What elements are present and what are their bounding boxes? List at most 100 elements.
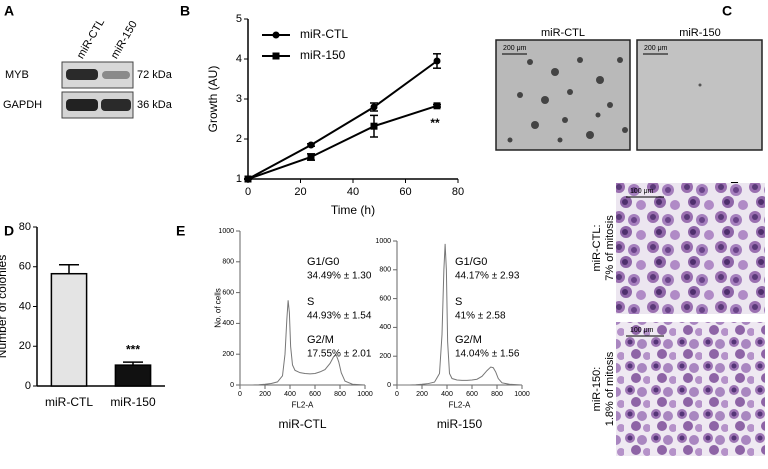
phase-annotation: 17.55% ± 2.01 [307,349,372,360]
scale-label: 100 μm [630,327,654,334]
y-tick-label: 600 [379,295,391,302]
phase-annotation: 14.04% ± 1.56 [455,349,520,360]
series-line [247,60,438,180]
y-tick-label: 1 [236,173,242,185]
y-tick-label: 4 [236,53,242,65]
y-tick-label: 600 [222,289,234,296]
band [101,99,131,111]
annotation: *** [126,342,140,356]
image-label: miR-150 [679,27,721,39]
panel-letter: C [722,3,732,19]
phase-annotation: S [307,296,314,308]
phase-annotation: 41% ± 2.58 [455,311,506,322]
chart-caption: miR-150 [437,417,483,431]
y-tick-label: 60 [19,261,31,273]
phase-annotation: S [455,296,462,308]
y-tick-label: 1000 [218,228,234,235]
legend-label: miR-150 [300,48,346,62]
y-tick-label: 400 [379,324,391,331]
x-tick-label: 400 [441,391,453,398]
y-tick-label: 400 [222,320,234,327]
point [244,175,252,183]
phase-annotation: G2/M [455,334,482,346]
bar [50,272,88,387]
chart-caption: miR-CTL [279,417,327,431]
point [307,153,315,161]
x-axis-label: FL2-A [449,400,471,409]
phase-annotation: G2/M [307,334,334,346]
x-tick-label: 0 [395,391,399,398]
legend-marker [272,31,280,39]
colony-image [495,39,631,151]
y-tick-label: 20 [19,340,31,352]
x-tick-label: 200 [259,391,271,398]
x-tick-label: 200 [416,391,428,398]
panel-f: F 100 μm 100 μm miR-CTL: 7% of mitosis m… [591,179,765,456]
x-tick-label: 400 [284,391,296,398]
cell-image [616,322,765,456]
legend-marker [272,52,280,60]
lane-label: miR-CTL [75,17,107,61]
y-tick-label: 800 [379,267,391,274]
annotation: ** [430,116,440,130]
x-tick-label: 800 [491,391,503,398]
point [433,57,441,65]
y-tick-label: 0 [25,380,31,392]
point [433,102,441,110]
x-axis-label: FL2-A [292,400,314,409]
y-tick-label: 1000 [375,238,391,245]
panel-letter: E [176,223,185,239]
protein-label: GAPDH [3,99,42,111]
y-tick-label: 800 [222,259,234,266]
phase-annotation: 44.17% ± 2.93 [455,271,520,282]
x-tick-label: 1000 [357,391,373,398]
phase-annotation: G1/G0 [307,256,339,268]
phase-annotation: 44.93% ± 1.54 [307,311,372,322]
y-tick-label: 3 [236,93,242,105]
y-tick-label: 0 [387,382,391,389]
x-tick-label: 600 [466,391,478,398]
x-tick-label: 80 [452,186,464,198]
x-tick-label: 60 [399,186,411,198]
phase-annotation: G1/G0 [455,256,487,268]
image-label: miR-CTL: [591,224,603,271]
point [307,141,315,149]
legend-label: miR-CTL [300,27,348,41]
lane-label: miR-150 [109,19,140,61]
panel-letter: A [4,3,14,19]
band [66,99,98,111]
y-tick-label: 2 [236,133,242,145]
scale-label: 100 μm [630,188,654,195]
scale-label: 200 μm [503,45,527,52]
size-label: 72 kDa [137,69,173,81]
y-tick-label: 80 [19,221,31,233]
y-axis-label: Growth (AU) [206,66,220,133]
x-tick-label: 800 [334,391,346,398]
colony-image [636,39,763,151]
image-label: miR-150: [591,367,603,412]
x-tick-label: 1000 [514,391,530,398]
histogram-curve [397,243,523,386]
x-tick-label: 0 [245,186,251,198]
panel-letter: D [4,223,14,239]
y-axis-label: No. of cells [213,288,222,328]
panel-letter: B [180,3,190,19]
point [370,122,378,130]
size-label: 36 kDa [137,99,173,111]
y-axis-label: Number of colonies [0,255,9,358]
bar [114,364,152,387]
y-tick-label: 200 [222,351,234,358]
histogram-curve [240,300,366,386]
cell-image [616,183,765,314]
panel-a: A miR-CTL miR-150 MYB 72 kDa GAPDH 36 kD… [3,3,173,119]
panel-c: C miR-CTL miR-150 200 μm 200 μm [495,3,763,151]
series-line [247,104,438,180]
protein-label: MYB [5,69,29,81]
x-tick-label: miR-CTL [45,395,93,409]
x-tick-label: 20 [294,186,306,198]
x-tick-label: miR-150 [110,395,156,409]
scale-label: 200 μm [644,45,668,52]
x-axis-label: Time (h) [331,203,375,217]
phase-annotation: 34.49% ± 1.30 [307,271,372,282]
